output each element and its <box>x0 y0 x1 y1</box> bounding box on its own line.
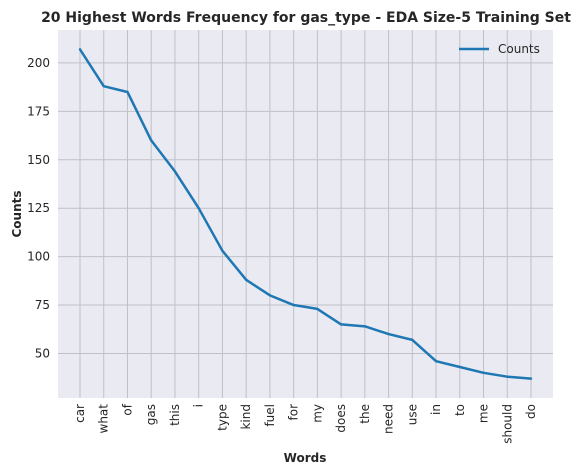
y-tick-label: 150 <box>27 153 50 167</box>
x-tick-labels: car what of gas this i type kind fuel for my does th… <box>73 403 538 444</box>
data-point <box>506 375 509 378</box>
y-tick-label: 100 <box>27 250 50 264</box>
x-tick-label: this <box>168 404 182 426</box>
y-tick-label: 125 <box>27 201 50 215</box>
data-point <box>387 332 390 336</box>
y-tick-label: 175 <box>27 104 50 118</box>
data-point <box>150 139 153 142</box>
data-point <box>221 249 224 252</box>
x-tick-label: does <box>334 404 348 433</box>
data-point <box>78 48 82 51</box>
data-point <box>316 307 319 311</box>
x-tick-label: to <box>453 404 467 416</box>
data-point <box>482 371 485 375</box>
x-tick-label: use <box>405 404 419 425</box>
y-tick-labels: 50 75 100 125 150 175 200 <box>27 56 50 361</box>
chart-title: 20 Highest Words Frequency for gas_type … <box>41 10 571 26</box>
data-point <box>102 84 105 88</box>
x-tick-label: type <box>215 404 229 431</box>
data-point <box>411 338 414 342</box>
y-tick-label: 50 <box>35 346 50 360</box>
x-tick-label: fuel <box>263 404 277 427</box>
series-layer <box>78 48 533 380</box>
x-tick-label: gas <box>144 404 158 425</box>
x-tick-label: in <box>429 404 443 415</box>
x-tick-label: kind <box>239 404 253 430</box>
x-tick-label: the <box>358 404 372 424</box>
data-point <box>244 278 248 282</box>
data-point <box>529 377 533 380</box>
x-tick-label: of <box>120 403 134 415</box>
x-tick-label: should <box>500 404 514 444</box>
data-point <box>363 325 367 328</box>
data-point <box>126 90 129 94</box>
x-tick-label: car <box>73 404 87 423</box>
data-point <box>173 170 177 173</box>
data-point <box>434 360 438 363</box>
data-point <box>339 323 343 326</box>
legend-label: Counts <box>498 42 540 56</box>
series-line-counts <box>78 48 532 380</box>
data-point <box>197 206 200 210</box>
legend: Counts <box>459 42 540 56</box>
x-tick-label: for <box>287 404 301 421</box>
y-tick-label: 75 <box>35 298 50 312</box>
y-axis-label: Counts <box>10 190 24 237</box>
plot-background <box>58 30 553 398</box>
grid-lines <box>58 30 553 398</box>
x-tick-label: me <box>477 404 491 423</box>
data-point <box>458 365 461 369</box>
x-axis-label: Words <box>284 451 327 465</box>
x-tick-label: do <box>524 404 538 419</box>
x-tick-label: what <box>97 404 111 434</box>
data-point <box>292 303 295 307</box>
x-tick-label: my <box>310 404 324 423</box>
y-tick-label: 200 <box>27 56 50 70</box>
x-tick-label: need <box>382 404 396 434</box>
data-point <box>268 294 272 297</box>
x-tick-label: i <box>192 404 206 407</box>
